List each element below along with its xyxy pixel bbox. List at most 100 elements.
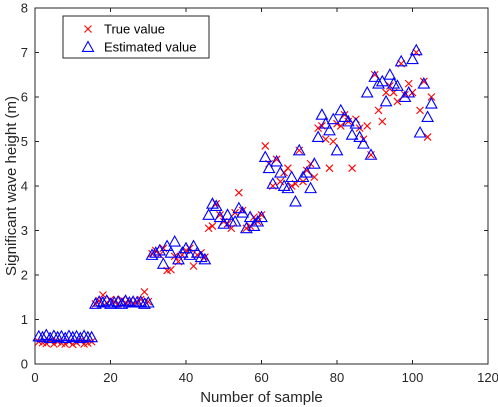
- true-value-point: [374, 106, 383, 115]
- estimated-value-point: [92, 295, 106, 307]
- x-tick-label: 60: [254, 370, 268, 385]
- estimated-value-point: [349, 117, 363, 129]
- estimated-value-point: [70, 329, 83, 342]
- x-axis-ticks: 0 20 40 60 80 100 120: [31, 8, 498, 385]
- y-tick-label: 8: [21, 1, 28, 16]
- true-value-point: [382, 88, 390, 97]
- estimated-value-point: [73, 331, 87, 344]
- estimated-value-point: [375, 74, 389, 87]
- estimated-value-point: [326, 112, 340, 125]
- estimated-value-point: [338, 110, 351, 122]
- true-value-point: [287, 182, 296, 190]
- estimated-value-point: [217, 217, 231, 229]
- legend-triangle-marker: [81, 40, 95, 52]
- estimated-value-point: [281, 181, 295, 194]
- estimated-value-point: [96, 295, 110, 308]
- estimated-value-point: [390, 79, 404, 91]
- estimated-value-point: [273, 166, 287, 178]
- legend-marker-true-value: [84, 25, 92, 33]
- estimated-value-point: [266, 177, 280, 189]
- true-value-point: [144, 297, 153, 306]
- true-value-point: [310, 173, 319, 181]
- true-value-point: [284, 164, 292, 173]
- estimated-value-point: [341, 114, 355, 127]
- x-tick-label: 80: [330, 370, 344, 385]
- estimated-value-point: [187, 239, 200, 252]
- true-value-point: [419, 77, 428, 86]
- estimated-value-point: [122, 295, 136, 308]
- estimated-value-point: [394, 54, 408, 67]
- estimated-value-point: [202, 208, 216, 220]
- estimated-value-point: [172, 252, 185, 265]
- y-tick-label: 5: [21, 134, 28, 149]
- estimated-value-point: [51, 330, 65, 343]
- true-value-point: [95, 296, 104, 305]
- estimated-value-point: [311, 130, 325, 142]
- estimated-value-point: [292, 143, 306, 156]
- estimated-value-point: [221, 208, 234, 220]
- true-value-point: [257, 211, 266, 219]
- estimated-value-point: [119, 294, 133, 306]
- estimated-value-point: [236, 206, 250, 218]
- estimated-value-point: [32, 329, 46, 342]
- estimated-value-point: [315, 108, 329, 120]
- estimated-value-point: [421, 110, 435, 122]
- estimated-value-point: [47, 329, 61, 341]
- x-tick-label: 40: [179, 370, 193, 385]
- estimated-value-point: [115, 297, 129, 309]
- estimated-value-point: [406, 52, 419, 65]
- estimated-value-point: [285, 170, 299, 183]
- legend-x-marker: [84, 25, 92, 33]
- estimated-value-point: [417, 77, 431, 89]
- estimated-value-point: [183, 248, 197, 260]
- estimated-value-point: [368, 70, 382, 82]
- estimated-value-point: [345, 128, 359, 140]
- true-value-point: [404, 79, 413, 88]
- estimated-value-point: [379, 94, 393, 107]
- true-value-point: [329, 137, 338, 146]
- true-value-point: [204, 224, 213, 233]
- estimated-value-point: [258, 150, 272, 163]
- true-value-point: [363, 122, 372, 130]
- estimated-value-point: [85, 330, 99, 343]
- y-tick-label: 4: [21, 179, 28, 194]
- estimated-value-point: [372, 77, 385, 89]
- estimated-value-point: [409, 43, 423, 56]
- estimated-value-point: [353, 130, 367, 142]
- estimated-value-point: [190, 246, 204, 258]
- estimated-value-point: [255, 210, 268, 223]
- estimated-value-point: [232, 201, 246, 214]
- true-value-point: [393, 97, 402, 106]
- estimated-value-point: [62, 329, 76, 341]
- legend-label-estimated-value: Estimated value: [104, 40, 197, 55]
- estimated-value-point: [77, 329, 91, 341]
- estimated-value-point: [164, 246, 178, 258]
- x-tick-label: 120: [477, 370, 498, 385]
- estimated-value-point: [330, 143, 344, 156]
- estimated-value-point: [209, 199, 223, 211]
- estimated-value-point: [156, 257, 170, 269]
- estimated-value-point: [43, 331, 57, 344]
- true-value-point: [427, 93, 436, 101]
- true-value-point: [234, 188, 243, 197]
- estimated-value-point: [289, 194, 302, 207]
- estimated-value-point: [213, 210, 227, 223]
- true-value-point: [314, 124, 323, 133]
- estimated-value-point: [413, 125, 427, 138]
- estimated-value-point: [149, 246, 163, 258]
- series-estimated-value: [32, 43, 438, 344]
- estimated-value-point: [360, 85, 374, 98]
- estimated-value-point: [383, 68, 397, 80]
- true-value-point: [272, 155, 281, 164]
- estimated-value-point: [334, 103, 348, 116]
- estimated-value-point: [36, 330, 49, 343]
- estimated-value-point: [424, 97, 438, 109]
- legend-marker-estimated-value: [81, 40, 95, 52]
- estimated-value-point: [66, 330, 80, 343]
- estimated-value-point: [262, 161, 276, 174]
- estimated-value-point: [300, 166, 314, 178]
- estimated-value-point: [88, 297, 102, 309]
- true-value-point: [189, 262, 198, 270]
- true-value-point: [416, 106, 424, 115]
